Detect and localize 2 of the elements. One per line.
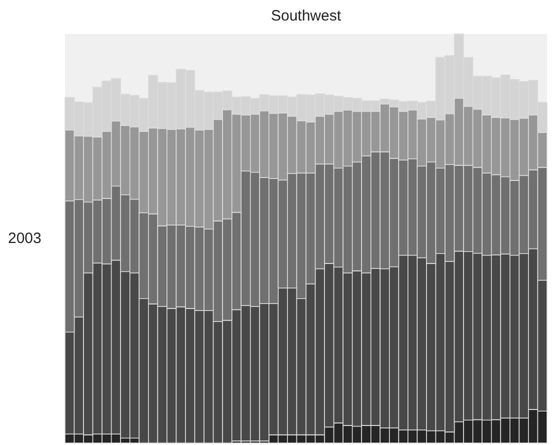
chart-title: Southwest	[270, 8, 342, 25]
y-axis-title: 2003	[8, 230, 42, 247]
